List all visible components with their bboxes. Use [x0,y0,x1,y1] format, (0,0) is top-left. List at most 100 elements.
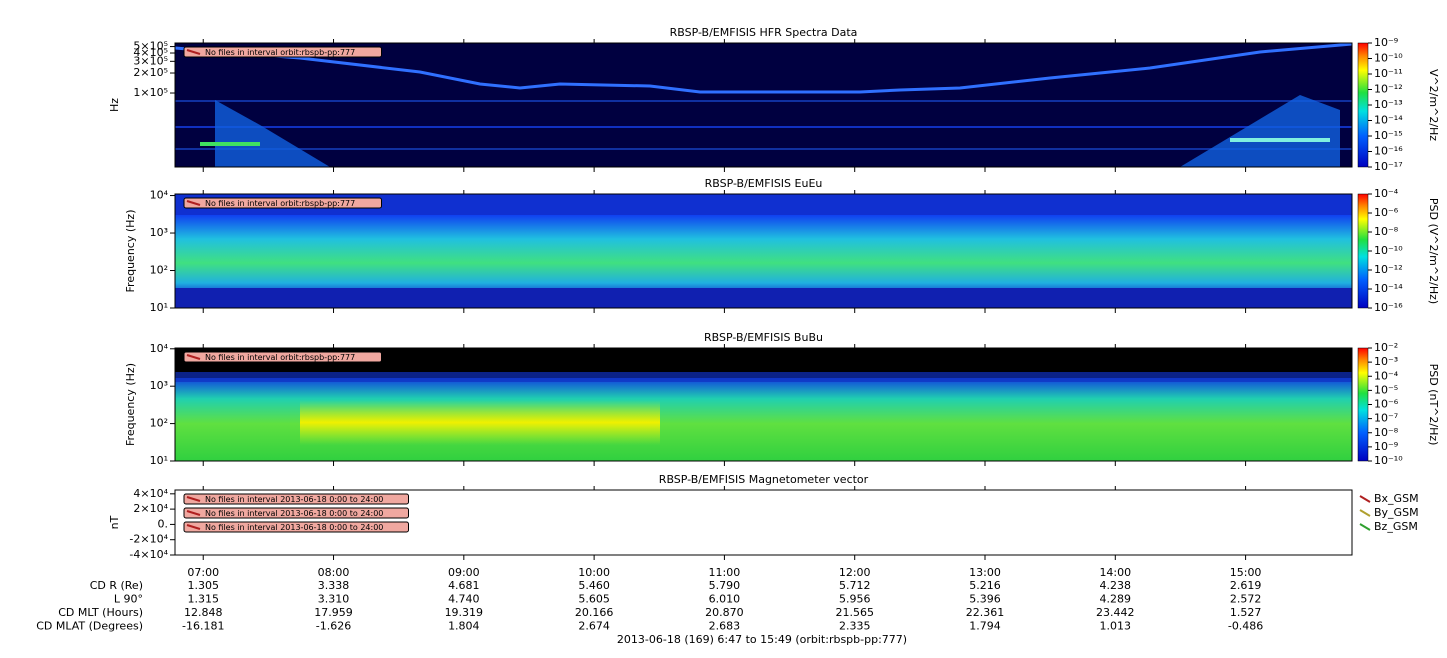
ephemeris-value: 22.361 [966,606,1005,619]
legend-label: Bz_GSM [1374,520,1418,533]
ephemeris-row-label: CD MLT (Hours) [58,606,143,619]
y-tick-label: 10⁴ [150,342,169,355]
x-tick-label: 11:00 [709,566,741,579]
ephemeris-value: -1.626 [316,620,351,633]
ephemeris-value: 17.959 [314,606,353,619]
y-tick-label: 10¹ [150,301,168,314]
ephemeris-value: 1.315 [187,593,219,606]
x-tick-label: 10:00 [578,566,610,579]
ephemeris-value: -0.486 [1228,620,1263,633]
ephemeris-value: 21.565 [835,606,874,619]
colorbar-tick-label: 10⁻¹⁷ [1374,160,1403,173]
legend-label: By_GSM [1374,506,1419,519]
x-tick-label: 12:00 [839,566,871,579]
y-axis-label: Frequency (Hz) [124,210,137,293]
note-box [183,46,382,58]
legend-label: Bx_GSM [1374,492,1419,505]
note-icon [186,524,201,530]
x-tick-label: 07:00 [187,566,219,579]
colorbar-tick-label: 10⁻¹⁴ [1374,114,1403,127]
y-axis-label: Frequency (Hz) [124,363,137,446]
colorbar-tick-label: 10⁻¹⁰ [1374,454,1403,467]
y-tick-label: 1×10⁵ [133,86,168,99]
colorbar-tick-label: 10⁻⁴ [1374,369,1399,382]
colorbar-label: PSD (nT^2/Hz) [1427,364,1440,446]
colorbar-tick-label: 10⁻¹⁶ [1374,145,1403,158]
colorbar-tick-label: 10⁻¹¹ [1374,67,1403,80]
colorbar [1357,42,1369,168]
note-icon [186,496,201,502]
ephemeris-value: 1.804 [448,620,480,633]
colorbar-tick-label: 10⁻² [1374,341,1398,354]
ephemeris-value: 23.442 [1096,606,1135,619]
x-tick-label: 13:00 [969,566,1001,579]
note-icon [186,200,201,206]
footer: 2013-06-18 (169) 6:47 to 15:49 (orbit:rb… [617,633,907,646]
colorbar-tick-label: 10⁻⁷ [1374,412,1398,425]
ephemeris-value: 3.338 [318,579,350,592]
ephemeris-value: 2.335 [839,620,871,633]
colorbar [1357,193,1369,309]
y-axis-label: nT [108,515,121,529]
note-icon [186,49,201,55]
colorbar [1357,347,1369,462]
legend-swatch [1359,509,1371,517]
ephemeris-value: 5.396 [969,593,1001,606]
colorbar-tick-label: 10⁻⁹ [1374,440,1398,453]
y-tick-label: 10³ [150,226,168,239]
ephemeris-value: 12.848 [184,606,223,619]
ephemeris-value: 4.289 [1100,593,1132,606]
ephemeris-value: 3.310 [318,593,350,606]
ephemeris-value: 4.238 [1100,579,1132,592]
ephemeris-value: -16.181 [182,620,224,633]
note-text: No files in interval 2013-06-18 0:00 to … [205,523,383,532]
legend-swatch [1359,523,1371,531]
ephemeris-value: 5.216 [969,579,1001,592]
note-text: No files in interval orbit:rbspb-pp:777 [205,48,355,57]
y-tick-label: 3×10⁵ [133,54,168,67]
y-tick-label: 4×10⁵ [133,46,168,59]
y-tick-label: 4×10⁴ [133,487,168,500]
colorbar-tick-label: 10⁻¹⁵ [1374,129,1403,142]
y-tick-label: 10³ [150,379,168,392]
ephemeris-row-label: CD R (Re) [90,579,143,592]
colorbar-tick-label: 10⁻⁶ [1374,398,1399,411]
ephemeris-value: 1.305 [187,579,219,592]
x-tick-label: 09:00 [448,566,480,579]
y-axis-label: Hz [108,98,121,112]
note-icon [186,510,201,516]
note-box [183,521,409,533]
ephemeris-value: 2.572 [1230,593,1262,606]
colorbar-tick-label: 10⁻¹⁰ [1374,52,1403,65]
ephemeris-value: 20.870 [705,606,744,619]
ephemeris-value: 5.605 [578,593,610,606]
ephemeris-value: 5.790 [709,579,741,592]
ephemeris-value: 2.683 [709,620,741,633]
colorbar-tick-label: 10⁻¹² [1374,263,1403,276]
ephemeris-value: 2.619 [1230,579,1262,592]
note-icon [186,354,201,360]
note-box [183,351,382,363]
panel-title: RBSP-B/EMFISIS EuEu [705,177,823,190]
y-tick-label: 10⁴ [150,189,169,202]
y-tick-label: 5×10⁵ [133,40,168,53]
colorbar-tick-label: 10⁻⁹ [1374,36,1398,49]
ephemeris-value: 5.956 [839,593,871,606]
ephemeris-row-label: L 90° [114,593,143,606]
colorbar-label: V^2/m^2/Hz [1427,69,1440,141]
note-box [183,197,382,209]
ephemeris-value: 4.681 [448,579,480,592]
colorbar-tick-label: 10⁻¹⁶ [1374,301,1403,314]
colorbar-tick-label: 10⁻¹³ [1374,98,1403,111]
ephemeris-value: 5.460 [578,579,610,592]
colorbar-label: PSD (V^2/m^2/Hz) [1427,198,1440,304]
panel-frame [174,347,1353,462]
colorbar-tick-label: 10⁻⁸ [1374,225,1399,238]
panel-frame [174,489,1353,556]
panel-frame [174,42,1353,168]
note-box [183,493,409,505]
ephemeris-value: 1.527 [1230,606,1262,619]
ephemeris-value: 1.794 [969,620,1001,633]
colorbar-tick-label: 10⁻¹⁰ [1374,244,1403,257]
